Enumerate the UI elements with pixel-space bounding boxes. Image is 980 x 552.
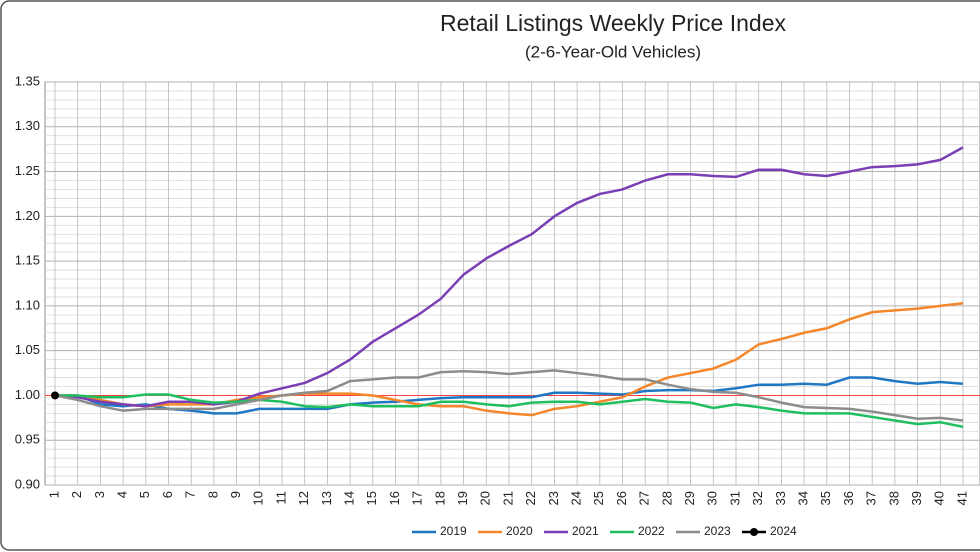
y-tick-label: 1.20: [15, 208, 40, 223]
x-tick-label: 6: [160, 491, 175, 498]
x-tick-label: 33: [773, 491, 788, 505]
x-tick-label: 19: [455, 491, 470, 505]
chart-title: Retail Listings Weekly Price Index: [440, 10, 786, 36]
legend-label: 2020: [506, 524, 533, 538]
x-tick-label: 1: [46, 491, 61, 498]
x-tick-label: 10: [251, 491, 266, 505]
y-tick-label: 0.90: [15, 476, 40, 491]
series-line: [54, 369, 964, 422]
x-tick-label: 9: [228, 491, 243, 498]
x-tick-label: 34: [796, 491, 811, 505]
legend-label: 2019: [440, 524, 467, 538]
x-tick-label: 15: [364, 491, 379, 505]
series-line: [54, 146, 964, 408]
x-tick-label: 23: [546, 491, 561, 505]
x-tick-label: 36: [841, 491, 856, 505]
x-tick-label: 35: [818, 491, 833, 505]
x-tick-label: 39: [909, 491, 924, 505]
legend-label: 2024: [770, 524, 797, 538]
legend-label: 2021: [572, 524, 599, 538]
y-tick-label: 1.30: [15, 118, 40, 133]
x-tick-label: 26: [614, 491, 629, 505]
legend-marker: [750, 528, 758, 536]
y-tick-label: 1.25: [15, 163, 40, 178]
x-tick-label: 11: [273, 491, 288, 505]
x-tick-label: 38: [886, 491, 901, 505]
x-tick-label: 4: [115, 491, 130, 498]
series-line: [55, 393, 964, 429]
x-tick-label: 3: [92, 491, 107, 498]
x-tick-label: 22: [523, 491, 538, 505]
y-tick-label: 1.10: [15, 297, 40, 312]
x-tick-label: 17: [410, 491, 425, 505]
x-tick-label: 29: [682, 491, 697, 505]
x-tick-label: 13: [319, 491, 334, 505]
x-tick-label: 2: [69, 491, 84, 498]
x-tick-label: 16: [387, 491, 402, 505]
series-line: [55, 376, 964, 415]
x-tick-label: 37: [864, 491, 879, 505]
x-tick-label: 20: [478, 491, 493, 505]
y-tick-label: 1.00: [15, 387, 40, 402]
legend-label: 2022: [638, 524, 665, 538]
legend-label: 2023: [704, 524, 731, 538]
x-tick-label: 5: [137, 491, 152, 498]
x-tick-label: 40: [932, 491, 947, 505]
x-tick-label: 21: [500, 491, 515, 505]
y-tick-label: 1.05: [15, 342, 40, 357]
x-tick-label: 7: [183, 491, 198, 498]
x-tick-label: 30: [705, 491, 720, 505]
x-tick-label: 18: [432, 491, 447, 505]
y-tick-label: 0.95: [15, 432, 40, 447]
plot-area: [44, 81, 980, 486]
y-tick-label: 1.35: [15, 73, 40, 88]
x-tick-label: 31: [727, 491, 742, 505]
x-tick-label: 24: [569, 491, 584, 505]
x-tick-label: 8: [205, 491, 220, 498]
x-tick-label: 41: [954, 491, 969, 505]
chart-subtitle: (2-6-Year-Old Vehicles): [525, 42, 701, 61]
x-tick-label: 12: [296, 491, 311, 505]
x-tick-label: 28: [659, 491, 674, 505]
y-tick-label: 1.15: [15, 253, 40, 268]
x-tick-label: 27: [637, 491, 652, 505]
series-marker: [51, 391, 59, 400]
x-tick-label: 32: [750, 491, 765, 505]
x-tick-label: 14: [342, 491, 357, 505]
x-tick-label: 25: [591, 491, 606, 505]
